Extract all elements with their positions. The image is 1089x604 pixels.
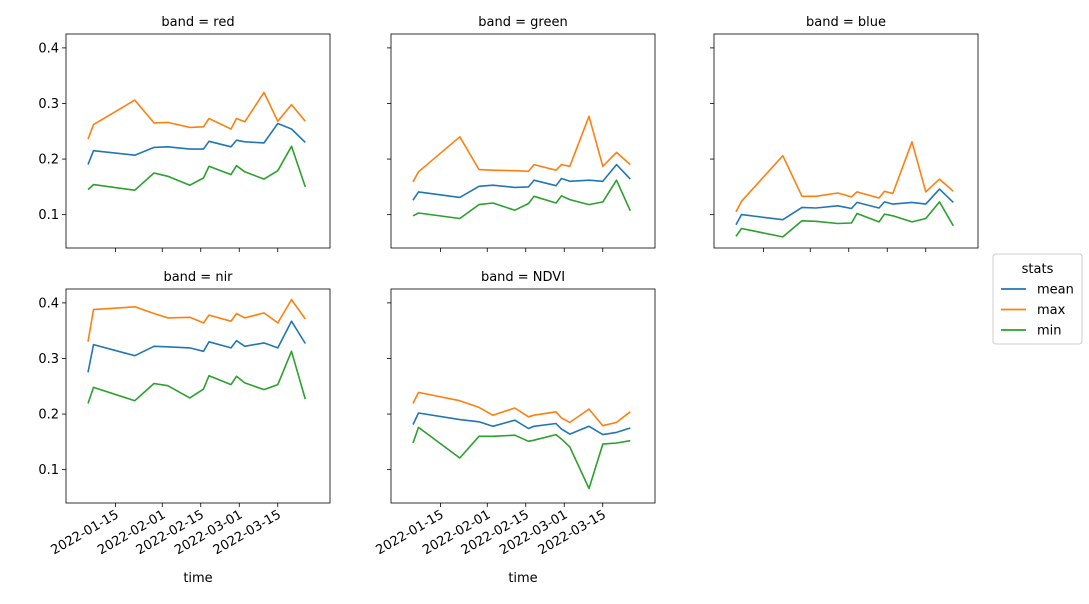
panel-0-frame: [65, 33, 331, 249]
panel-0-y-tick-label-1: 0.2: [38, 153, 59, 168]
legend-title: stats: [1022, 262, 1054, 277]
panel-2-series-mean-line: [735, 188, 954, 226]
panel-3-frame: [65, 288, 331, 504]
panel-3-x-axis-label: time: [183, 571, 212, 586]
panel-2-background: [714, 34, 978, 248]
panel-1-series-mean-line: [412, 163, 631, 201]
panel-3-series-min-line: [87, 350, 307, 404]
panel-4-background: [391, 289, 655, 503]
panel-2-title: band = blue: [806, 15, 886, 30]
panel-2-frame: [713, 33, 979, 249]
panel-0-title: band = red: [161, 15, 234, 30]
panel-3-background: [66, 289, 330, 503]
panel-0-y-tick-label-2: 0.3: [38, 97, 59, 112]
legend-label-max: max: [1037, 303, 1066, 318]
panel-1-background: [391, 34, 655, 248]
panel-4-series-min-line: [412, 426, 631, 490]
panel-0-series-mean-line: [87, 122, 306, 165]
panel-3-title: band = nir: [163, 270, 233, 285]
panel-4-x-axis-label: time: [508, 571, 537, 586]
panel-4-series-mean-line: [412, 412, 631, 436]
panel-3-series-mean-line: [87, 320, 306, 373]
panel-0-background: [66, 34, 330, 248]
panel-0-series-max-line: [87, 91, 306, 140]
panel-3-y-tick-label-1: 0.2: [38, 408, 59, 423]
panel-3-y-tick-label-3: 0.4: [38, 296, 59, 311]
panel-4-frame: [390, 288, 656, 504]
panel-3-y-tick-label-0: 0.1: [38, 463, 59, 478]
panel-1-title: band = green: [478, 15, 567, 30]
panel-0-series-min-line: [87, 145, 307, 191]
legend-label-mean: mean: [1037, 283, 1074, 298]
panel-0-y-tick-label-0: 0.1: [38, 208, 59, 223]
panel-0-y-tick-label-3: 0.4: [38, 41, 59, 56]
panel-2-series-min-line: [735, 201, 954, 238]
legend-label-min: min: [1037, 324, 1062, 339]
panel-2-series-max-line: [735, 141, 954, 213]
panel-4-series-max-line: [412, 391, 631, 427]
panel-4-title: band = NDVI: [481, 270, 565, 285]
panel-1-frame: [390, 33, 656, 249]
panel-3-series-max-line: [87, 298, 306, 342]
panel-1-series-max-line: [412, 115, 631, 183]
panel-1-series-min-line: [412, 179, 632, 220]
legend-box: [992, 253, 1083, 345]
panel-3-y-tick-label-2: 0.3: [38, 352, 59, 367]
